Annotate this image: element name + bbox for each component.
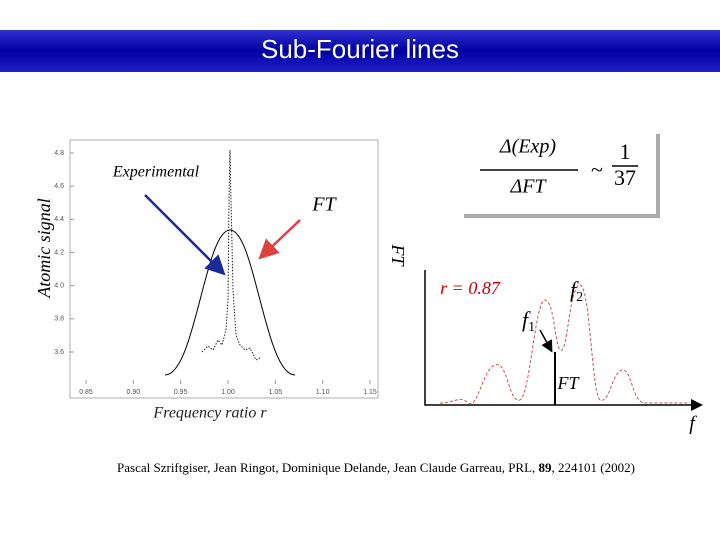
peak1-subscript: 1 [528,320,535,335]
plot-frame [69,139,379,399]
ft-curve [164,229,296,376]
peak2-symbol: f [570,277,579,302]
y-tick-label: 4.6 [54,183,64,190]
citation-rest: , 224101 (2002) [552,460,635,475]
right-plot-axes [424,270,703,411]
formula-box [460,130,656,214]
right-x-label: f [689,413,697,435]
x-tick-label: 1.05 [269,389,283,396]
formula-relation: ~ [591,157,603,182]
ft-label: FT [311,194,337,216]
peak2-label: f2 [570,277,583,305]
y-tick-label: 4.0 [54,283,64,290]
experimental-data [201,149,261,361]
y-tick-label: 3.8 [54,316,64,323]
right-ft-label: FT [556,373,580,393]
y-tick-label: 3.6 [54,349,64,356]
ratio-denominator: 37 [614,165,636,190]
x-tick-label: 0.95 [174,389,188,396]
r-label: r = 0.87 [440,278,501,298]
slide-title: Sub-Fourier lines [261,34,459,64]
peak2-subscript: 2 [576,290,583,305]
citation-authors: Pascal Szriftgiser, Jean Ringot, Dominiq… [117,460,539,475]
formula-denominator: ΔFT [509,176,547,198]
y-tick-label: 4.8 [54,150,64,157]
ft-spectrum [439,284,690,405]
ratio-numerator: 1 [620,139,631,164]
right-axis-label: FT [388,243,408,267]
x-axis-label: Frequency ratio r [152,405,267,422]
x-tick-label: 1.15 [363,389,377,396]
y-tick-label: 4.4 [54,216,64,223]
x-tick-label: 0.85 [79,389,93,396]
title-bar [0,30,720,72]
x-tick-label: 1.10 [316,389,330,396]
peak1-arrow [539,329,553,353]
left-plot [69,139,379,399]
peak1-label: f1 [522,307,535,335]
y-axis-label: Atomic signal [34,198,54,299]
experimental-label: Experimental [112,164,200,181]
x-tick-label: 0.90 [127,389,141,396]
ft-arrow [258,219,301,260]
peak1-symbol: f [522,307,531,332]
experimental-arrow [144,194,226,276]
citation: Pascal Szriftgiser, Jean Ringot, Dominiq… [117,460,635,475]
citation-volume: 89 [539,460,553,475]
y-tick-label: 4.2 [54,249,64,256]
x-tick-label: 1.00 [221,389,235,396]
formula-numerator: Δ(Exp) [499,136,556,158]
